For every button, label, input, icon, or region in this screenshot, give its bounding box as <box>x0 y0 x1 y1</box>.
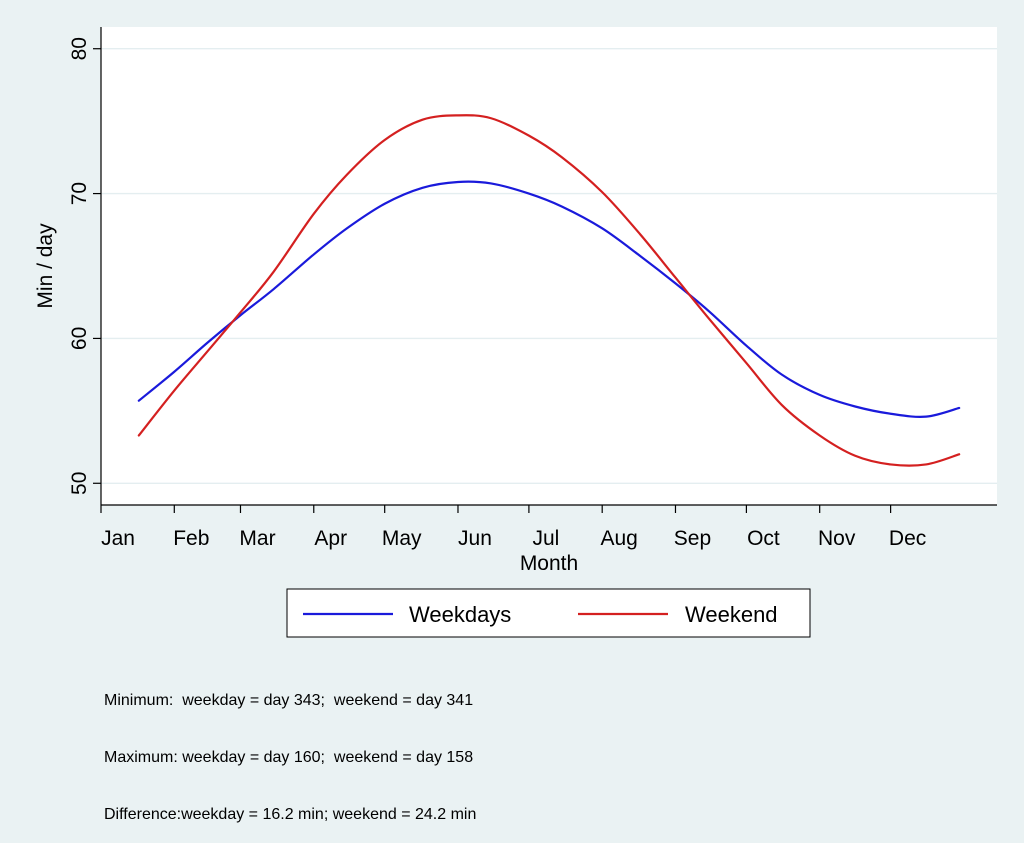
line-chart: 50 60 70 80 Jan Feb Mar Apr May Jun Jul Aug Sep Oct N… <box>34 27 997 638</box>
legend-label-weekend: Weekend <box>685 602 778 627</box>
plot-area <box>101 27 997 505</box>
x-tick-label-nov: Nov <box>818 527 856 550</box>
series-line-weekdays <box>137 180 961 418</box>
series-line-weekend <box>137 114 961 467</box>
y-tick-label-80: 80 <box>68 37 91 60</box>
x-ticks: Jan Feb Mar Apr May Jun Jul Aug Sep Oct Nov Dec <box>100 505 926 550</box>
x-tick-label-apr: Apr <box>314 527 347 550</box>
y-axis-title: Min / day <box>34 223 57 309</box>
note-maximum: Maximum: weekday = day 160; weekend = da… <box>104 749 474 766</box>
x-tick-label-may: May <box>382 527 422 550</box>
x-tick-label-jan: Jan <box>101 527 135 550</box>
x-tick-label-sep: Sep <box>674 527 711 550</box>
series-lines <box>137 114 961 467</box>
note-minimum: Minimum: weekday = day 343; weekend = da… <box>104 692 474 709</box>
legend: Weekdays Weekend <box>286 588 811 638</box>
x-tick-label-feb: Feb <box>173 527 209 550</box>
y-ticks: 50 60 70 80 <box>68 37 101 495</box>
x-tick-label-aug: Aug <box>601 527 638 550</box>
y-tick-label-70: 70 <box>68 182 91 205</box>
x-tick-label-dec: Dec <box>889 527 926 550</box>
x-tick-label-jun: Jun <box>458 527 492 550</box>
x-tick-label-mar: Mar <box>239 527 275 550</box>
note-difference: Difference:weekday = 16.2 min; weekend =… <box>104 806 477 823</box>
legend-label-weekdays: Weekdays <box>409 602 511 627</box>
x-axis-title: Month <box>520 552 578 575</box>
chart-container: 50 60 70 80 Jan Feb Mar Apr May Jun Jul Aug Sep Oct N… <box>34 27 997 638</box>
y-tick-label-50: 50 <box>68 472 91 495</box>
x-tick-label-jul: Jul <box>532 527 559 550</box>
y-tick-label-60: 60 <box>68 327 91 350</box>
x-tick-label-oct: Oct <box>747 527 780 550</box>
chart-notes: Minimum: weekday = day 343; weekend = da… <box>104 653 476 843</box>
gridlines <box>101 48 997 484</box>
